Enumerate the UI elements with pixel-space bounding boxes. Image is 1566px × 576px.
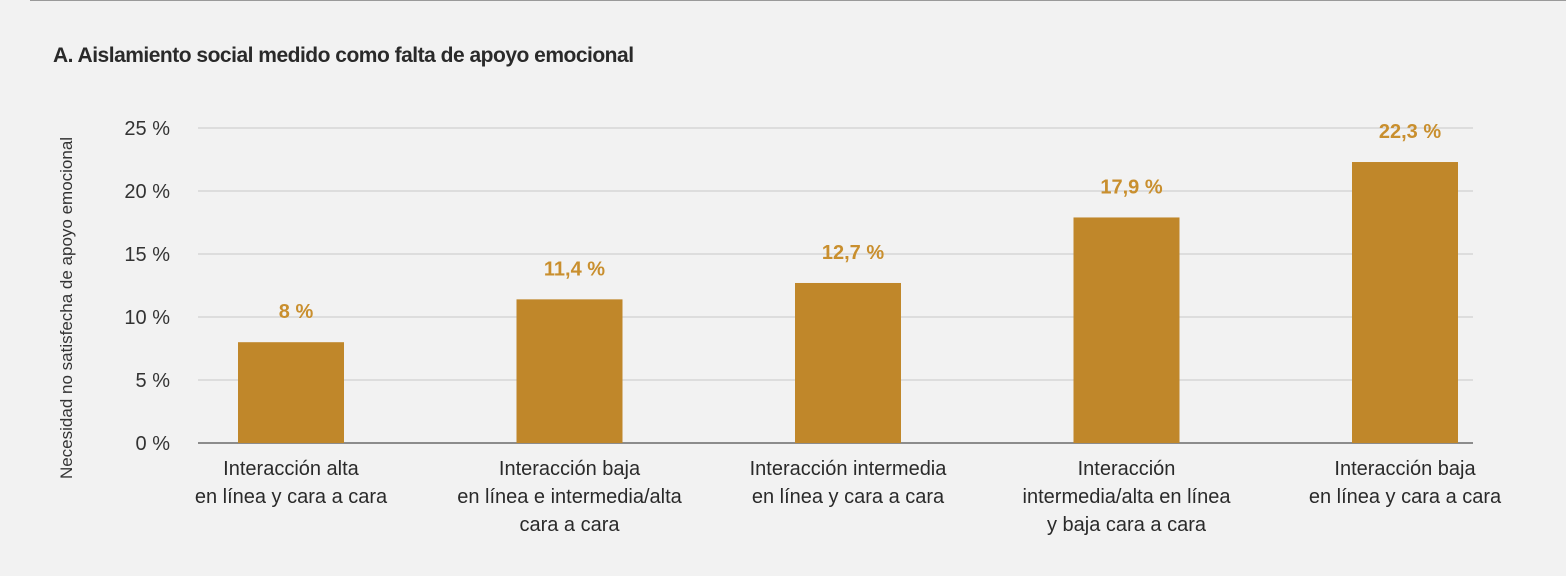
x-tick-label: Interacción intermedia/alta en línea y baj…	[1023, 458, 1232, 536]
x-tick-label-line: Interacción intermedia	[750, 458, 948, 480]
value-label: 8 %	[279, 301, 314, 323]
bar-3	[795, 282, 901, 443]
x-tick-label: Interacción baja en línea y cara a cara	[1309, 458, 1502, 508]
y-tick-label: 5 %	[136, 370, 171, 392]
x-tick-label-line: en línea y cara a cara	[1309, 486, 1502, 508]
x-tick-label-line: cara a cara	[519, 514, 620, 536]
x-tick-label-line: intermedia/alta en línea	[1023, 486, 1232, 508]
value-label: 12,7 %	[822, 242, 884, 264]
chart-title: A. Aislamiento social medido como falta …	[53, 44, 634, 67]
x-tick-label-line: en línea e intermedia/alta	[457, 486, 682, 508]
x-tick-label-line: Interacción baja	[499, 458, 641, 480]
x-tick-label-line: en línea y cara a cara	[195, 486, 388, 508]
x-tick-label-line: Interacción baja	[1334, 458, 1476, 480]
y-tick-label: 25 %	[124, 118, 170, 140]
x-tick-label-line: en línea y cara a cara	[752, 486, 945, 508]
x-tick-labels: Interacción alta en línea y cara a caraIn…	[195, 458, 1502, 536]
value-label: 17,9 %	[1100, 176, 1162, 198]
bar-2	[516, 299, 623, 443]
y-tick-label: 15 %	[124, 244, 170, 266]
x-tick-label: Interacción baja en línea e intermedia/al…	[457, 458, 682, 536]
y-axis-label: Necesidad no satisfecha de apoyo emocion…	[57, 137, 76, 479]
bar-5	[1352, 162, 1458, 443]
bar-4	[1073, 217, 1180, 443]
x-tick-label: Interacción intermedia en línea y cara a …	[750, 458, 948, 508]
value-label: 11,4 %	[544, 258, 605, 280]
value-label: 22,3 %	[1379, 121, 1441, 143]
y-tick-label: 20 %	[124, 181, 170, 203]
y-tick-label: 10 %	[124, 307, 170, 329]
y-tick-labels: 0 % 5 % 10 % 15 % 20 % 25 %	[124, 118, 170, 455]
top-divider	[30, 0, 1566, 1]
bars	[238, 162, 1458, 443]
x-tick-label: Interacción alta en línea y cara a cara	[195, 458, 388, 508]
x-tick-label-line: Interacción	[1078, 458, 1176, 480]
y-tick-label: 0 %	[136, 433, 171, 455]
x-tick-label-line: Interacción alta	[223, 458, 360, 480]
x-tick-label-line: y baja cara a cara	[1047, 514, 1207, 536]
value-labels: 8 % 11,4 % 12,7 % 17,9 % 22,3 %	[279, 121, 1442, 323]
bar-1	[238, 342, 344, 443]
